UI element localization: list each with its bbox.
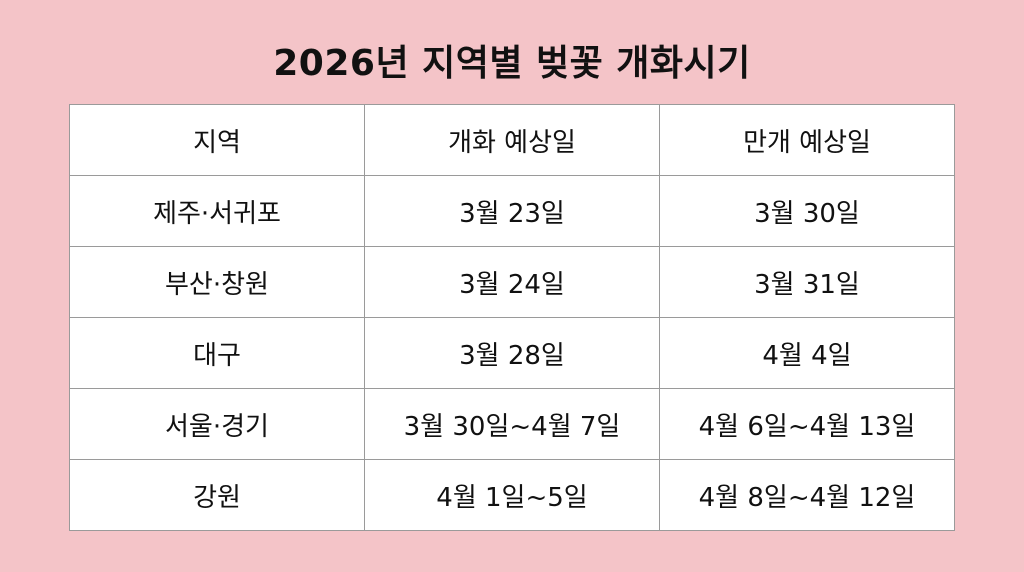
cell-region: 서울·경기 bbox=[69, 388, 365, 460]
cell-bloom-date: 3월 28일 bbox=[364, 317, 660, 389]
cell-region: 부산·창원 bbox=[69, 246, 365, 318]
table-row: 부산·창원 3월 24일 3월 31일 bbox=[69, 246, 955, 318]
cell-bloom-date: 3월 24일 bbox=[364, 246, 660, 318]
cell-bloom-date: 3월 23일 bbox=[364, 175, 660, 247]
table-header-row: 지역 개화 예상일 만개 예상일 bbox=[69, 104, 955, 176]
cell-region: 제주·서귀포 bbox=[69, 175, 365, 247]
table-row: 제주·서귀포 3월 23일 3월 30일 bbox=[69, 175, 955, 247]
cell-full-bloom-date: 4월 6일~4월 13일 bbox=[659, 388, 955, 460]
cell-bloom-date: 3월 30일~4월 7일 bbox=[364, 388, 660, 460]
cell-full-bloom-date: 4월 4일 bbox=[659, 317, 955, 389]
cell-full-bloom-date: 3월 30일 bbox=[659, 175, 955, 247]
table-row: 서울·경기 3월 30일~4월 7일 4월 6일~4월 13일 bbox=[69, 388, 955, 460]
bloom-table: 지역 개화 예상일 만개 예상일 제주·서귀포 3월 23일 3월 30일 부산… bbox=[69, 104, 955, 531]
header-full-bloom-date: 만개 예상일 bbox=[659, 104, 955, 176]
page-title: 2026년 지역별 벚꽃 개화시기 bbox=[273, 43, 751, 84]
cell-region: 강원 bbox=[69, 459, 365, 531]
cell-full-bloom-date: 3월 31일 bbox=[659, 246, 955, 318]
table-row: 강원 4월 1일~5일 4월 8일~4월 12일 bbox=[69, 459, 955, 531]
header-region: 지역 bbox=[69, 104, 365, 176]
cell-full-bloom-date: 4월 8일~4월 12일 bbox=[659, 459, 955, 531]
cell-bloom-date: 4월 1일~5일 bbox=[364, 459, 660, 531]
header-bloom-date: 개화 예상일 bbox=[364, 104, 660, 176]
table-row: 대구 3월 28일 4월 4일 bbox=[69, 317, 955, 389]
cell-region: 대구 bbox=[69, 317, 365, 389]
